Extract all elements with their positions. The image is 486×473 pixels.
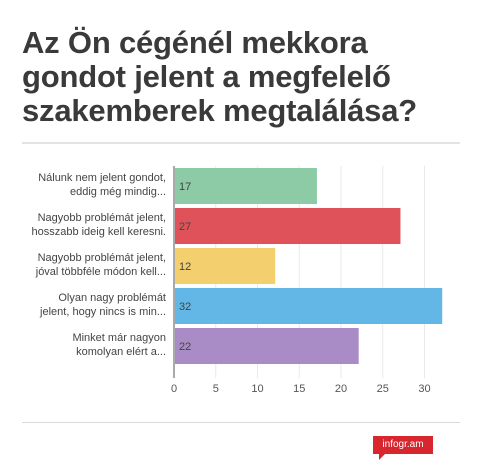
category-label: Nagyobb problémát jelent, xyxy=(38,252,166,264)
x-tick-label: 30 xyxy=(418,383,430,395)
category-label: jelent, hogy nincs is min... xyxy=(39,306,166,318)
bar xyxy=(175,208,401,244)
chart-title: Az Ön cégénél mekkora gondot jelent a me… xyxy=(22,25,417,128)
infogram-logo[interactable]: infogr.am xyxy=(373,436,433,460)
title-divider xyxy=(22,142,460,144)
category-label: Nálunk nem jelent gondot, xyxy=(38,172,166,184)
category-label: eddig még mindig... xyxy=(70,186,166,198)
bar-chart: 0 5 10 15 20 25 30 17 Nálunk nem jelent gondot, e… xyxy=(31,166,443,395)
category-label: Nagyobb problémát jelent, xyxy=(38,212,166,224)
bar xyxy=(175,328,359,364)
bar-value-label: 22 xyxy=(179,341,191,353)
bar-value-label: 32 xyxy=(179,301,191,313)
bar xyxy=(175,248,276,284)
category-label: Minket már nagyon xyxy=(72,332,166,344)
category-label: hosszabb ideig kell keresni. xyxy=(31,226,166,238)
bar-value-label: 12 xyxy=(179,261,191,273)
x-tick-label: 10 xyxy=(251,383,263,395)
category-label: komolyan elért a... xyxy=(76,346,166,358)
category-label: Olyan nagy problémát xyxy=(58,292,166,304)
x-tick-label: 25 xyxy=(377,383,389,395)
bar xyxy=(175,168,317,204)
category-label: jóval többféle módon kell... xyxy=(35,266,166,278)
x-tick-label: 20 xyxy=(335,383,347,395)
bar-value-label: 27 xyxy=(179,221,191,233)
x-tick-label: 5 xyxy=(213,383,219,395)
footer-divider xyxy=(22,422,460,423)
x-tick-label: 15 xyxy=(293,383,305,395)
bar xyxy=(175,288,443,324)
x-tick-label: 0 xyxy=(171,383,177,395)
bar-value-label: 17 xyxy=(179,181,191,193)
